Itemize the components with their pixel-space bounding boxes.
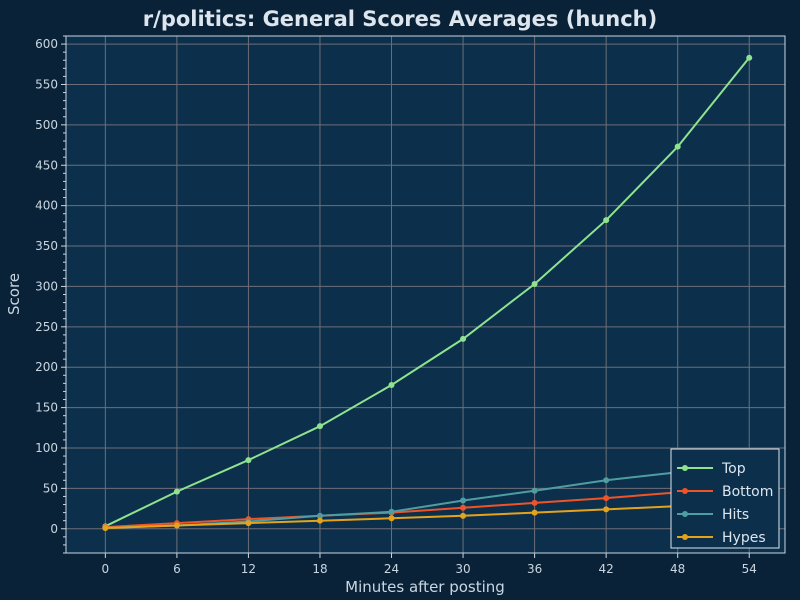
y-tick-label: 200 xyxy=(35,360,58,374)
data-point xyxy=(102,524,109,531)
legend-swatch-marker xyxy=(682,465,688,471)
plot-area: 0 6 12 18 24 30 36 42 48 54 0 50 100 150 200 250 300 350 4… xyxy=(35,35,786,576)
legend-item: Hypes xyxy=(677,530,766,546)
x-tick-label: 12 xyxy=(241,562,256,576)
legend-swatch-marker xyxy=(682,534,688,540)
data-point xyxy=(460,335,467,342)
data-point xyxy=(603,477,610,484)
y-tick-label: 300 xyxy=(35,279,58,293)
chart-title: r/politics: General Scores Averages (hun… xyxy=(143,7,657,31)
data-point xyxy=(674,143,681,150)
y-tick-label: 0 xyxy=(50,522,58,536)
y-tick-label: 600 xyxy=(35,37,58,51)
y-tick-label: 100 xyxy=(35,441,58,455)
legend-label: Bottom xyxy=(722,484,773,500)
grid: 0 6 12 18 24 30 36 42 48 54 0 50 100 150 200 250 300 350 4… xyxy=(35,35,785,576)
axes-frame xyxy=(65,35,786,554)
x-tick-label: 36 xyxy=(527,562,542,576)
data-point xyxy=(388,381,395,388)
data-point xyxy=(460,512,467,519)
y-axis-label: Score xyxy=(5,273,23,315)
y-tick-label: 400 xyxy=(35,199,58,213)
legend-item: Top xyxy=(677,461,746,477)
data-point xyxy=(531,487,538,494)
y-tick-label: 350 xyxy=(35,239,58,253)
data-point xyxy=(603,506,610,513)
legend-swatch-marker xyxy=(682,511,688,517)
data-point xyxy=(603,217,610,224)
legend-item: Bottom xyxy=(677,484,773,500)
y-tick-label: 250 xyxy=(35,320,58,334)
data-point xyxy=(460,497,467,504)
legend: Top Bottom Hits Hypes xyxy=(670,448,780,549)
data-point xyxy=(388,515,395,522)
data-point xyxy=(531,509,538,516)
plot-background xyxy=(66,36,785,553)
data-point xyxy=(531,280,538,287)
series-hypes xyxy=(102,499,753,531)
legend-label: Hits xyxy=(722,507,749,523)
legend-label: Hypes xyxy=(722,530,766,546)
x-tick-label: 6 xyxy=(173,562,181,576)
series-line xyxy=(105,485,750,529)
data-point xyxy=(173,488,180,495)
data-point xyxy=(316,517,323,524)
data-point xyxy=(316,423,323,430)
data-point xyxy=(316,512,323,519)
data-point xyxy=(173,522,180,529)
x-tick-label: 48 xyxy=(670,562,685,576)
x-axis-label: Minutes after posting xyxy=(345,578,505,596)
x-tick-label: 54 xyxy=(742,562,757,576)
legend-swatch-marker xyxy=(682,488,688,494)
x-tick-label: 30 xyxy=(455,562,470,576)
y-tick-label: 500 xyxy=(35,118,58,132)
data-point xyxy=(746,54,753,61)
y-tick-label: 550 xyxy=(35,77,58,91)
data-point xyxy=(531,499,538,506)
series-line xyxy=(104,57,750,528)
series-line xyxy=(105,501,750,529)
data-point xyxy=(603,495,610,502)
x-tick-label: 42 xyxy=(599,562,614,576)
x-tick-label: 24 xyxy=(384,562,399,576)
y-tick-label: 450 xyxy=(35,158,58,172)
data-point xyxy=(245,457,252,464)
legend-box xyxy=(670,448,780,549)
x-tick-label: 0 xyxy=(102,562,110,576)
data-point xyxy=(460,504,467,511)
data-point xyxy=(388,508,395,515)
x-tick-label: 18 xyxy=(312,562,327,576)
legend-item: Hits xyxy=(677,507,749,523)
y-tick-label: 50 xyxy=(43,481,58,495)
y-tick-label: 150 xyxy=(35,401,58,415)
data-point xyxy=(245,520,252,527)
legend-label: Top xyxy=(721,461,746,477)
